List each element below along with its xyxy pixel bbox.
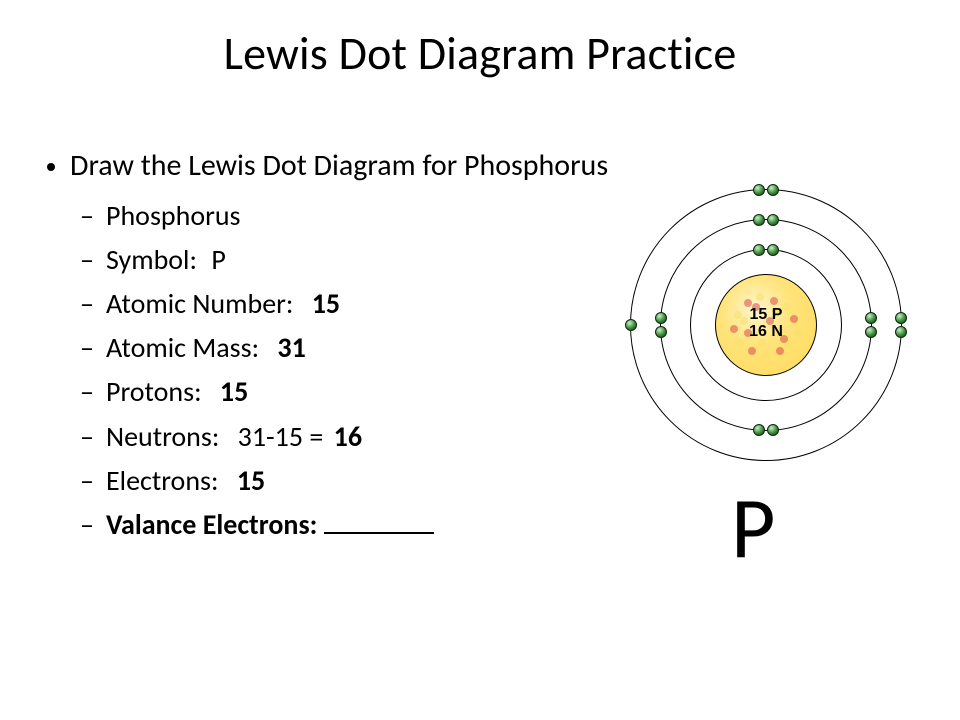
protons-label: Protons: — [106, 374, 202, 409]
slide: Lewis Dot Diagram Practice Draw the Lewi… — [0, 26, 960, 720]
valence-item: Valance Electrons: — [106, 503, 938, 547]
electron-pair — [752, 243, 778, 255]
valence-blank — [324, 507, 434, 534]
nucleus: 15 P16 N — [715, 274, 817, 376]
nucleus-label: 15 P16 N — [716, 307, 816, 341]
atomic-mass-label: Atomic Mass: — [106, 330, 259, 365]
electrons-label: Electrons: — [106, 463, 218, 498]
bohr-model-diagram: 15 P16 N — [615, 174, 915, 474]
valence-label: Valance Electrons: — [106, 507, 317, 542]
electrons-value: 15 — [237, 463, 265, 498]
atomic-number-label: Atomic Number: — [106, 286, 293, 321]
symbol-value: P — [211, 242, 225, 277]
electron-pair — [887, 318, 913, 330]
electron-pair — [752, 183, 778, 195]
neutrons-calc: 31-15 = — [238, 419, 324, 454]
instruction-text: Draw the Lewis Dot Diagram for Phosphoru… — [70, 147, 608, 184]
electron — [625, 319, 637, 331]
electron-pair — [647, 318, 673, 330]
element-name: Phosphorus — [106, 198, 241, 233]
protons-value: 15 — [220, 374, 248, 409]
atomic-number-value: 15 — [312, 286, 340, 321]
symbol-label: Symbol: — [106, 242, 197, 277]
electron-pair — [752, 213, 778, 225]
neutrons-value: 16 — [334, 419, 362, 454]
large-element-symbol: P — [731, 476, 775, 581]
neutrons-label: Neutrons: — [106, 419, 219, 454]
electron-pair — [752, 423, 778, 435]
slide-title: Lewis Dot Diagram Practice — [0, 26, 960, 82]
electron-pair — [857, 318, 883, 330]
atomic-mass-value: 31 — [277, 330, 305, 365]
